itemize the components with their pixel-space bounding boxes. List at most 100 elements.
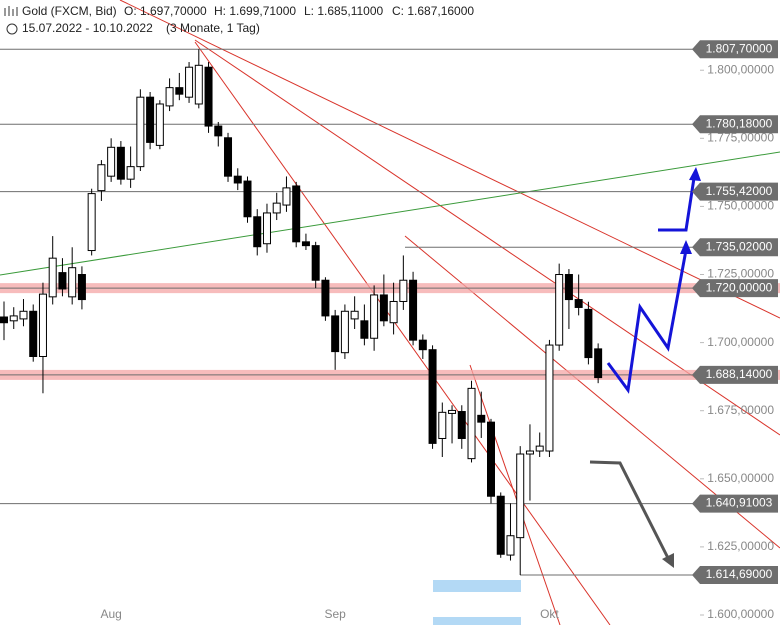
candle-body	[19, 310, 28, 320]
candle-body	[418, 339, 427, 351]
candle-body	[370, 294, 379, 339]
candle-body	[399, 279, 408, 302]
level-tag	[692, 40, 778, 59]
candle-body	[311, 245, 320, 281]
level-tag	[692, 238, 778, 257]
candle-body	[0, 316, 8, 324]
low: L: 1.685,11000	[304, 4, 384, 18]
candle-body	[525, 450, 534, 455]
candle-body	[194, 64, 203, 105]
forecast-arrow	[658, 177, 696, 232]
x-tick-label: Aug	[100, 607, 121, 621]
candle-body	[496, 495, 505, 555]
y-tick-label: 1.600,00000	[707, 607, 774, 621]
candle-body	[185, 66, 194, 98]
candle-body	[389, 300, 398, 324]
chart-icon	[4, 6, 18, 16]
candle-body	[545, 344, 554, 452]
level-tag	[692, 494, 778, 513]
candle-body	[48, 257, 57, 298]
candle-body	[87, 193, 96, 252]
trend-line	[469, 364, 561, 625]
candle-body	[97, 164, 106, 192]
arrow-head	[662, 553, 674, 568]
level-label: 1.720,00000	[706, 280, 773, 294]
candle-body	[457, 411, 466, 439]
level-label: 1.614,69000	[706, 567, 773, 581]
arrow-head	[689, 167, 701, 181]
high: H: 1.699,71000	[214, 4, 296, 18]
candle-body	[301, 241, 310, 247]
candle-body	[9, 315, 18, 322]
candle-body	[224, 137, 233, 177]
candle-body	[331, 315, 340, 353]
candle-body	[350, 310, 359, 320]
candle-body	[243, 180, 252, 218]
y-tick-label: 1.750,00000	[707, 199, 774, 213]
candle-body	[564, 274, 573, 301]
clock-icon	[6, 23, 18, 35]
candle-body	[233, 175, 242, 184]
candle-body	[340, 310, 349, 354]
candle-body	[136, 96, 145, 168]
candle-body	[379, 294, 388, 322]
date-range: 15.07.2022 - 10.10.2022	[22, 21, 153, 35]
y-tick-label: 1.775,00000	[707, 130, 774, 144]
candle-body	[29, 310, 38, 357]
candle-body	[292, 185, 301, 243]
candle-body	[204, 66, 213, 127]
candle-body	[155, 103, 164, 146]
y-tick-label: 1.700,00000	[707, 335, 774, 349]
candle-body	[516, 453, 525, 539]
candle-body	[438, 411, 447, 439]
y-tick-label: 1.625,00000	[707, 539, 774, 553]
zone	[433, 617, 521, 625]
candle-body	[107, 146, 116, 177]
open: O: 1.697,70000	[124, 4, 207, 18]
level-label: 1.780,18000	[706, 116, 773, 130]
forecast-arrow	[589, 460, 670, 559]
level-label: 1.688,14000	[706, 367, 773, 381]
candle-body	[428, 349, 437, 444]
header: Gold (FXCM, Bid) O: 1.697,70000 H: 1.699…	[4, 4, 474, 35]
level-label: 1.640,91003	[706, 496, 773, 510]
candle-body	[126, 166, 135, 180]
arrow-head	[680, 240, 692, 254]
candle-body	[467, 387, 476, 460]
candle-body	[146, 96, 155, 143]
candle-body	[77, 274, 86, 301]
candle-body	[253, 216, 262, 248]
trend-line	[0, 151, 780, 276]
candle-body	[574, 299, 583, 308]
close: C: 1.687,16000	[392, 4, 474, 18]
candle-body	[175, 87, 184, 95]
trend-line	[194, 41, 611, 625]
level-tag	[692, 182, 778, 201]
candle-body	[214, 125, 223, 137]
candle-body	[58, 272, 67, 290]
candle-body	[409, 279, 418, 341]
candle-body	[584, 308, 593, 359]
level-tag	[692, 365, 778, 384]
arrows	[589, 167, 701, 568]
candle-body	[165, 87, 174, 107]
level-tag	[692, 115, 778, 134]
candle-body	[38, 293, 47, 357]
period: (3 Monate, 1 Tag)	[166, 21, 260, 35]
candle-body	[555, 274, 564, 346]
level-tag	[692, 565, 778, 584]
candle-body	[68, 267, 77, 298]
trend-line	[119, 0, 780, 319]
candle-body	[321, 279, 330, 317]
trend-line	[194, 39, 780, 436]
candle-body	[506, 535, 515, 556]
level-tag	[692, 279, 778, 298]
candle-body	[282, 187, 291, 206]
instrument: Gold (FXCM, Bid)	[22, 4, 117, 18]
x-tick-label: Okt	[540, 607, 559, 621]
x-tick-label: Sep	[324, 607, 346, 621]
candle-body	[535, 445, 544, 452]
candle-body	[116, 146, 125, 180]
y-tick-label: 1.675,00000	[707, 403, 774, 417]
